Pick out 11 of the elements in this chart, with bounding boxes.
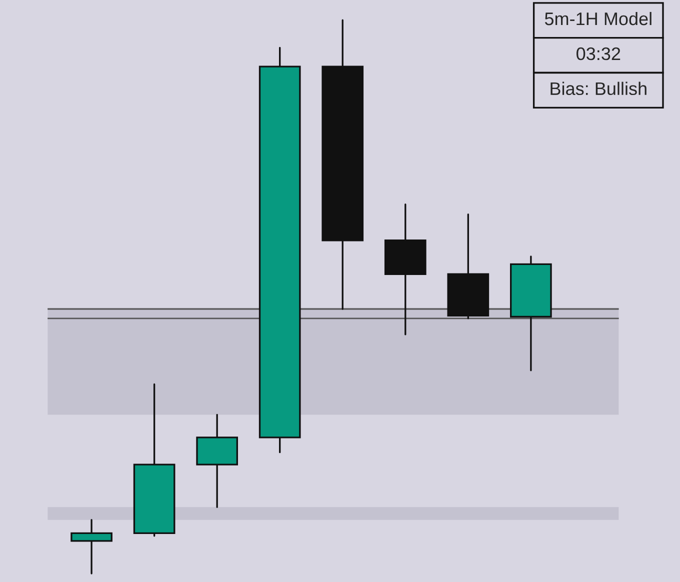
candlestick xyxy=(133,383,176,537)
candlestick xyxy=(196,414,238,508)
candlestick xyxy=(258,46,301,454)
annotation: 03:32 xyxy=(576,47,620,60)
annotation: 5m-1H Model xyxy=(544,12,652,26)
annotation: Bias: Bullish xyxy=(550,82,646,96)
candlestick xyxy=(447,214,490,320)
candlestick xyxy=(70,519,112,574)
candlestick xyxy=(384,204,426,336)
candlestick xyxy=(322,19,364,310)
candlestick xyxy=(510,256,552,372)
